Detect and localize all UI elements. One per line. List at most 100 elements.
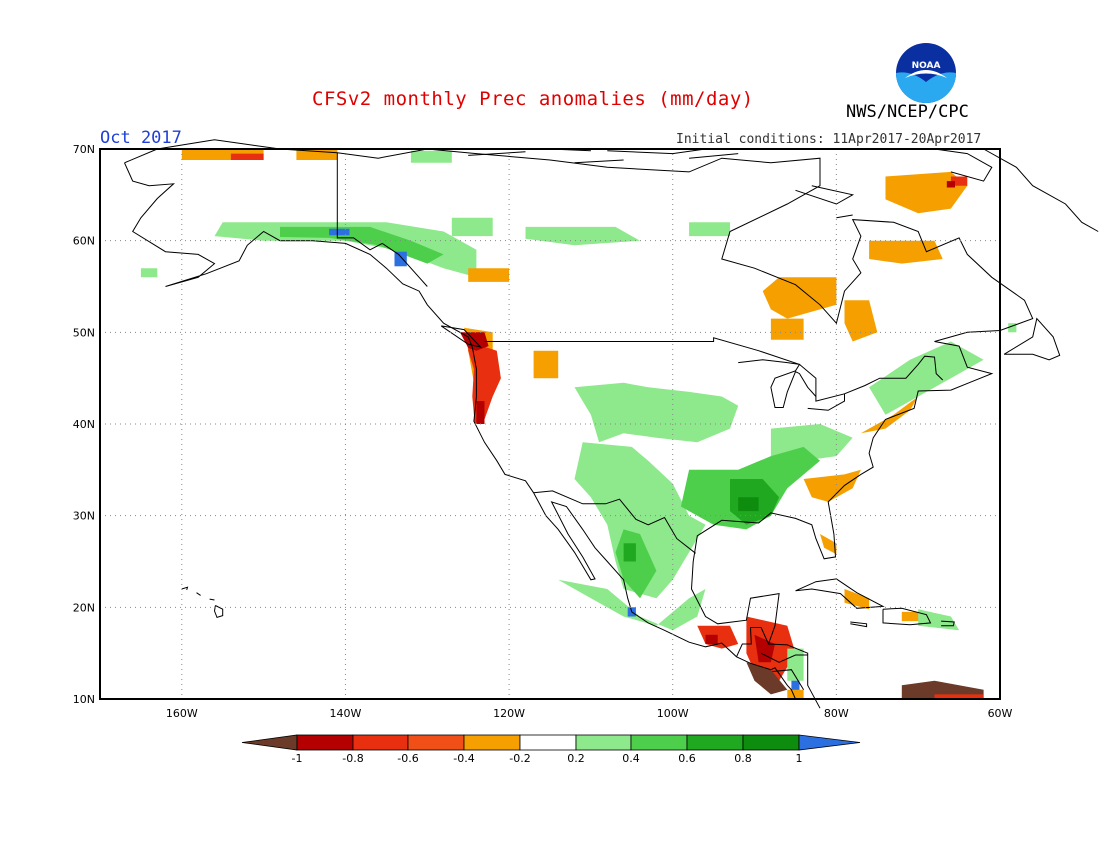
lon-label: 160W [166, 707, 198, 720]
anomaly-region-22 [468, 341, 501, 424]
colorbar-segment [630, 734, 688, 751]
anomaly-region-44 [705, 634, 718, 644]
coastline-2 [484, 337, 944, 402]
colorbar-tick-label: 0.4 [622, 752, 640, 765]
coastline-13 [209, 598, 215, 601]
anomaly-region-52 [787, 689, 804, 699]
lon-label: 100W [657, 707, 689, 720]
coastline-14 [213, 605, 224, 619]
colorbar-segment [296, 734, 354, 751]
coastline-8 [882, 607, 932, 626]
anomaly-region-15 [844, 300, 878, 342]
coastline-21 [772, 669, 805, 691]
graticule [100, 149, 1000, 699]
lat-label: 50N [73, 326, 95, 339]
coastline-18 [983, 148, 1099, 232]
coastline-20 [760, 652, 808, 663]
anomaly-region-2 [230, 153, 264, 160]
colorbar-tick-label: -0.4 [453, 752, 475, 765]
anomaly-region-4 [214, 222, 477, 278]
anomaly-region-3 [410, 150, 452, 163]
coastline-9 [941, 620, 955, 627]
anomaly-region-8 [140, 268, 158, 278]
lat-label: 70N [73, 143, 95, 156]
anomaly-region-6 [525, 226, 640, 246]
lat-label: 40N [73, 418, 95, 431]
coastline-11 [181, 586, 189, 591]
colorbar-segment [407, 734, 465, 751]
colorbar-segment [686, 734, 744, 751]
coastline-3 [336, 152, 428, 287]
lat-label: 60N [73, 235, 95, 248]
coastline-10 [850, 621, 868, 628]
colorbar-tick-label: 0.6 [678, 752, 696, 765]
anomaly-region-24 [476, 401, 485, 424]
coastline-6 [807, 393, 845, 411]
colorbar-segment [519, 734, 577, 751]
anomaly-region-19 [946, 181, 955, 188]
map-frame [99, 148, 1001, 700]
coastline-0 [124, 139, 1034, 709]
anomaly-region-25 [574, 382, 739, 443]
coastline-7 [795, 578, 885, 609]
anomaly-region-16 [869, 240, 943, 264]
anomaly-region-35 [738, 497, 759, 512]
chart-title: CFSv2 monthly Prec anomalies (mm/day) [312, 88, 754, 110]
colorbar-tick-label: 0.2 [567, 752, 585, 765]
coastline-24 [468, 151, 526, 156]
lat-label: 30N [73, 510, 95, 523]
coastline-23 [440, 325, 482, 348]
anomaly-region-12 [468, 268, 510, 282]
coastline-5 [738, 359, 817, 408]
coastline-22 [1003, 317, 1061, 361]
colorbar-segment [575, 734, 632, 751]
anomaly-region-46 [754, 634, 775, 663]
anomaly-region-34 [623, 543, 636, 562]
anomaly-region-40 [844, 589, 870, 610]
anomaly-region-20 [533, 350, 559, 379]
anomaly-region-10 [329, 228, 350, 236]
anomaly-region-7 [689, 222, 730, 237]
anomaly-region-23 [460, 332, 489, 351]
coastline-28 [689, 153, 739, 159]
axis-labels: 70N 60N 50N 40N 30N 20N 10N 160W 140W 120W 100W 80W… [73, 143, 1013, 720]
lat-label: 10N [73, 693, 95, 706]
anomaly-region-38 [820, 534, 837, 555]
colorbar-tick-label: -0.2 [509, 752, 531, 765]
colorbar-tick-label: -0.8 [342, 752, 364, 765]
anomaly-region-11 [394, 251, 407, 267]
colorbar-segment [463, 734, 521, 751]
colorbar-tick-label: 0.8 [734, 752, 752, 765]
logo-text: NOAA [912, 61, 941, 71]
coastline-26 [574, 159, 624, 164]
noaa-logo: NOAA [896, 43, 956, 103]
colorbar-tick-label: -0.6 [397, 752, 419, 765]
anomaly-region-43 [697, 625, 739, 649]
coastline-12 [196, 592, 201, 596]
anomaly-region-13 [762, 277, 837, 319]
colorbar-tick-label: -1 [291, 752, 303, 765]
initial-conditions: Initial conditions: 11Apr2017-20Apr2017 [676, 132, 982, 147]
anomaly-region-29 [869, 341, 984, 415]
lon-label: 120W [493, 707, 525, 720]
colorbar [241, 734, 861, 751]
agency-label: NWS/NCEP/CPC [846, 102, 969, 122]
lon-label: 60W [988, 707, 1013, 720]
lon-label: 80W [824, 707, 849, 720]
anomaly-region-47 [746, 662, 788, 695]
colorbar-segment [352, 734, 409, 751]
lon-label: 140W [330, 707, 362, 720]
coastline-19 [736, 627, 769, 658]
anomaly-shading [140, 149, 1017, 699]
coastline-4 [533, 490, 696, 554]
colorbar-right-arrow [798, 734, 861, 751]
anomaly-region-37 [803, 469, 861, 502]
anomaly-region-49 [934, 694, 984, 699]
colorbar-segment [742, 734, 800, 751]
coastline-16 [836, 214, 853, 219]
coastline-25 [607, 148, 706, 155]
anomaly-region-28 [558, 579, 706, 631]
coastline-1 [124, 162, 796, 700]
anomaly-region-5 [451, 217, 493, 237]
